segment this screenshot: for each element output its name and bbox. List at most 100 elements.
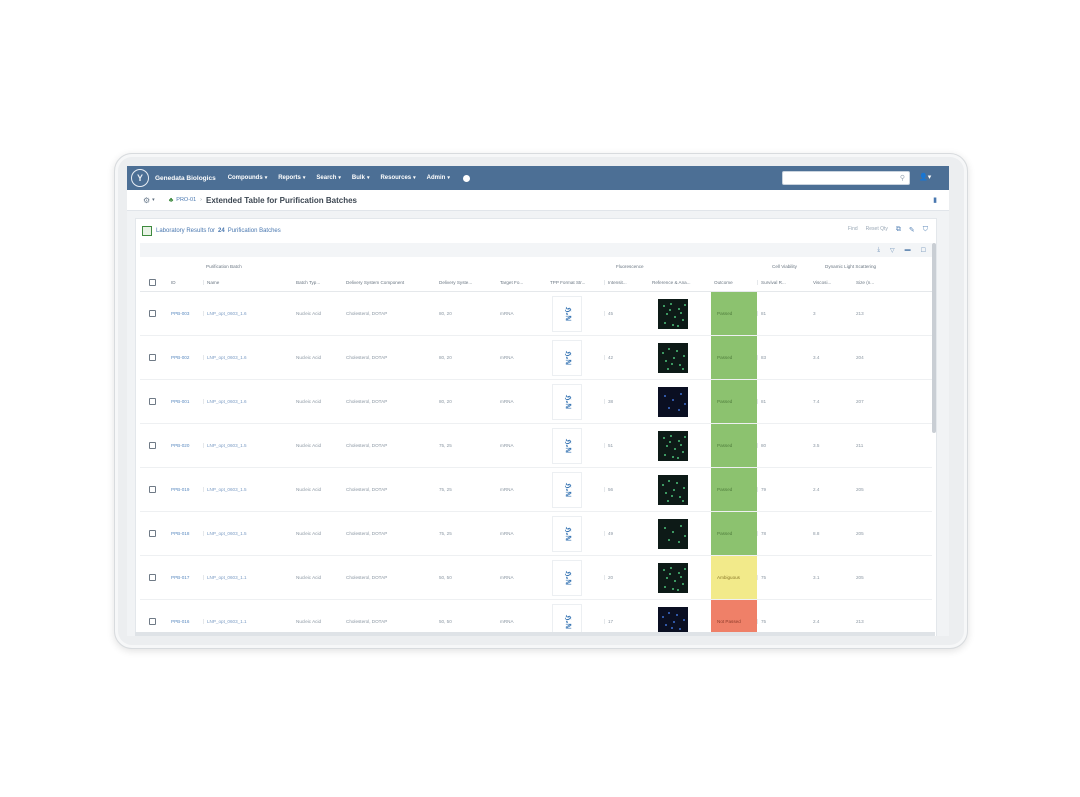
nav-admin[interactable]: Admin ▾ bbox=[426, 175, 450, 181]
row-select-cell bbox=[140, 486, 168, 493]
table-row[interactable]: PPB-001 LNP_opt_0603_1.6 Nucleic Acid Chole… bbox=[140, 380, 932, 424]
funnel-icon[interactable]: ▽ bbox=[889, 247, 895, 254]
nav-resources[interactable]: Resources ▾ bbox=[380, 175, 416, 181]
find-button[interactable]: Find bbox=[847, 226, 858, 232]
col-batch-type[interactable]: Batch Typ... bbox=[296, 279, 321, 285]
intensity: 51 bbox=[604, 443, 649, 448]
cell-dot bbox=[683, 618, 685, 621]
intensity: 17 bbox=[604, 619, 649, 624]
reset-button[interactable]: Reset Qty bbox=[865, 226, 888, 232]
col-id[interactable]: ID bbox=[171, 279, 176, 285]
table-row[interactable]: PPB-019 LNP_opt_0603_1.5 Nucleic Acid Chole… bbox=[140, 468, 932, 512]
reference-cell bbox=[649, 342, 711, 373]
structure-thumbnail[interactable]: ℌ₂ℕ bbox=[552, 471, 582, 508]
outcome-cell: Passed bbox=[711, 292, 757, 335]
row-checkbox[interactable] bbox=[149, 618, 156, 625]
batch-id-link[interactable]: PPB-017 bbox=[171, 575, 190, 580]
table-row[interactable]: PPB-020 LNP_opt_0603_1.5 Nucleic Acid Chole… bbox=[140, 424, 932, 468]
batch-id-link[interactable]: PPB-020 bbox=[171, 443, 190, 448]
user-menu-icon[interactable]: 👤▾ bbox=[919, 174, 932, 181]
col-name[interactable]: Name bbox=[203, 279, 293, 285]
row-select-cell bbox=[140, 442, 168, 449]
col-size[interactable]: Size (n... bbox=[856, 279, 875, 285]
structure-thumbnail[interactable]: ℌ₂ℕ bbox=[552, 339, 582, 376]
download-icon[interactable]: ⤓ bbox=[877, 246, 880, 253]
row-checkbox[interactable] bbox=[149, 486, 156, 493]
fluorescence-image[interactable] bbox=[658, 606, 688, 636]
select-all-checkbox[interactable] bbox=[149, 278, 156, 286]
batch-name-link[interactable]: LNP_opt_0603_1.6 bbox=[203, 399, 293, 404]
col-component[interactable]: Delivery System Component bbox=[346, 279, 405, 285]
batch-id-link[interactable]: PPB-018 bbox=[171, 531, 190, 536]
batch-name-link[interactable]: LNP_opt_0603_1.1 bbox=[203, 575, 293, 580]
batch-id-link[interactable]: PPB-019 bbox=[171, 487, 190, 492]
fluorescence-image[interactable] bbox=[658, 298, 688, 329]
table-row[interactable]: PPB-003 LNP_opt_0603_1.6 Nucleic Acid Chole… bbox=[140, 292, 932, 336]
table-row[interactable]: PPB-002 LNP_opt_0603_1.6 Nucleic Acid Chole… bbox=[140, 336, 932, 380]
batch-id-link[interactable]: PPB-002 bbox=[171, 355, 190, 360]
filter-icon[interactable]: ⛉ bbox=[922, 226, 928, 233]
nav-reports[interactable]: Reports ▾ bbox=[278, 175, 306, 181]
view-icon[interactable]: ▬ bbox=[904, 247, 911, 253]
structure-thumbnail[interactable]: ℌ₂ℕ bbox=[552, 559, 582, 596]
search-input[interactable]: ⚲ bbox=[782, 171, 910, 185]
cell-dot bbox=[679, 363, 681, 366]
batch-name-link[interactable]: LNP_opt_0603_1.5 bbox=[203, 487, 293, 492]
edit-icon[interactable]: ✎ bbox=[908, 227, 915, 234]
help-icon[interactable] bbox=[462, 174, 470, 182]
horizontal-scrollbar[interactable] bbox=[135, 632, 935, 636]
cell-dot bbox=[678, 540, 680, 543]
fluorescence-image[interactable] bbox=[658, 518, 688, 549]
cell-dot bbox=[664, 394, 666, 397]
col-outcome[interactable]: Outcome bbox=[714, 279, 733, 285]
batch-name-link[interactable]: LNP_opt_0603_1.5 bbox=[203, 531, 293, 536]
structure-thumbnail[interactable]: ℌ₂ℕ bbox=[552, 427, 582, 464]
row-checkbox[interactable] bbox=[149, 310, 156, 317]
nav-compounds[interactable]: Compounds ▾ bbox=[227, 175, 268, 181]
nav-bulk[interactable]: Bulk ▾ bbox=[351, 175, 370, 181]
table-row[interactable]: PPB-017 LNP_opt_0603_1.1 Nucleic Acid Chole… bbox=[140, 556, 932, 600]
row-checkbox[interactable] bbox=[149, 574, 156, 581]
fluorescence-image[interactable] bbox=[658, 386, 688, 417]
col-target[interactable]: Target Fo... bbox=[500, 279, 524, 285]
batch-name-link[interactable]: LNP_opt_0603_1.5 bbox=[203, 443, 293, 448]
row-checkbox[interactable] bbox=[149, 354, 156, 361]
gear-icon[interactable]: ⚙ bbox=[143, 195, 151, 205]
col-ratio[interactable]: Delivery Syste... bbox=[439, 279, 473, 285]
fluorescence-image[interactable] bbox=[658, 342, 688, 373]
structure-thumbnail[interactable]: ℌ₂ℕ bbox=[552, 295, 582, 332]
pin-icon[interactable]: ▮ bbox=[933, 197, 937, 204]
col-intensity[interactable]: Intensit... bbox=[604, 279, 649, 285]
table-row[interactable]: PPB-018 LNP_opt_0603_1.5 Nucleic Acid Chole… bbox=[140, 512, 932, 556]
col-viscosity[interactable]: Viscosi... bbox=[813, 279, 832, 285]
row-checkbox[interactable] bbox=[149, 398, 156, 405]
fluorescence-image[interactable] bbox=[658, 562, 688, 593]
settings-icon[interactable]: ☐ bbox=[920, 247, 926, 254]
cell-dot bbox=[667, 367, 669, 370]
vertical-scrollbar[interactable] bbox=[932, 243, 936, 433]
batch-name-link[interactable]: LNP_opt_0603_1.6 bbox=[203, 311, 293, 316]
structure-thumbnail[interactable]: ℌ₂ℕ bbox=[552, 383, 582, 420]
batch-name-link[interactable]: LNP_opt_0603_1.6 bbox=[203, 355, 293, 360]
batch-name-link[interactable]: LNP_opt_0603_1.1 bbox=[203, 619, 293, 624]
breadcrumb-project-link[interactable]: PRO-01 bbox=[176, 197, 197, 203]
copy-icon[interactable]: ⧉ bbox=[895, 226, 901, 233]
fluorescence-image[interactable] bbox=[658, 430, 688, 461]
col-reference[interactable]: Reference & Ana... bbox=[652, 279, 691, 285]
logo-icon[interactable]: Y bbox=[131, 169, 149, 187]
panel-title-link[interactable]: Purification Batches bbox=[227, 228, 281, 234]
row-checkbox[interactable] bbox=[149, 530, 156, 537]
col-tpp[interactable]: TPP Format Str... bbox=[550, 279, 586, 285]
batch-id-link[interactable]: PPB-001 bbox=[171, 399, 190, 404]
structure-thumbnail[interactable]: ℌ₂ℕ bbox=[552, 603, 582, 636]
table-row[interactable]: PPB-016 LNP_opt_0603_1.1 Nucleic Acid Chole… bbox=[140, 600, 932, 636]
row-checkbox[interactable] bbox=[149, 442, 156, 449]
structure-thumbnail[interactable]: ℌ₂ℕ bbox=[552, 515, 582, 552]
col-survival[interactable]: Survival R... bbox=[757, 279, 810, 285]
fluorescence-image[interactable] bbox=[658, 474, 688, 505]
batch-id-link[interactable]: PPB-016 bbox=[171, 619, 190, 624]
nav-search[interactable]: Search ▾ bbox=[316, 175, 341, 181]
batch-id-link[interactable]: PPB-003 bbox=[171, 311, 190, 316]
chevron-down-icon[interactable]: ▾ bbox=[152, 197, 155, 203]
outcome-cell: Not Passed bbox=[711, 600, 757, 636]
